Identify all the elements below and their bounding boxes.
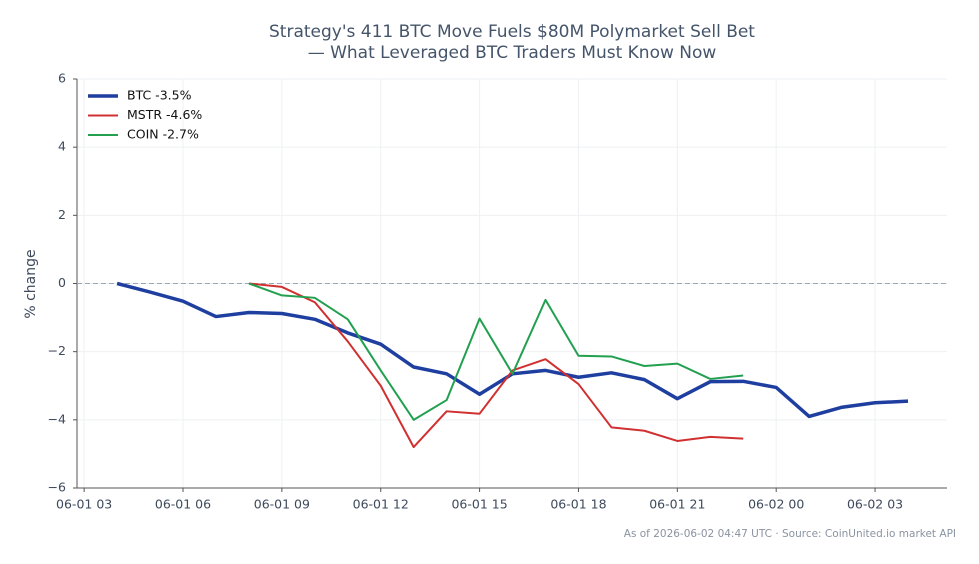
x-tick-label: 06-01 06 — [155, 497, 211, 512]
legend-label: MSTR -4.6% — [127, 107, 202, 122]
y-tick-label: 0 — [58, 275, 66, 290]
y-tick-label: −4 — [48, 411, 66, 426]
chart-title: Strategy's 411 BTC Move Fuels $80M Polym… — [269, 22, 755, 42]
x-tick-label: 06-01 12 — [353, 497, 409, 512]
y-tick-label: −2 — [48, 343, 66, 358]
x-tick-label: 06-01 18 — [550, 497, 606, 512]
x-tick-label: 06-02 03 — [847, 497, 903, 512]
x-tick-label: 06-01 03 — [56, 497, 112, 512]
legend-label: COIN -2.7% — [127, 127, 199, 142]
x-tick-label: 06-02 00 — [748, 497, 804, 512]
line — [116, 281, 909, 419]
y-tick-label: −6 — [48, 480, 66, 495]
x-tick-label: 06-01 21 — [649, 497, 705, 512]
line — [248, 282, 744, 421]
footnote: As of 2026-06-02 04:47 UTC · Source: Coi… — [624, 528, 956, 540]
chart-title: — What Leveraged BTC Traders Must Know N… — [308, 43, 717, 63]
legend-label: BTC -3.5% — [127, 88, 192, 103]
x-tick-label: 06-01 09 — [254, 497, 310, 512]
x-tick-label: 06-01 15 — [451, 497, 507, 512]
y-tick-label: 2 — [58, 207, 66, 222]
y-axis-label: % change — [23, 249, 39, 318]
y-tick-label: 4 — [58, 139, 66, 154]
line — [248, 282, 744, 449]
y-tick-label: 6 — [58, 71, 66, 86]
